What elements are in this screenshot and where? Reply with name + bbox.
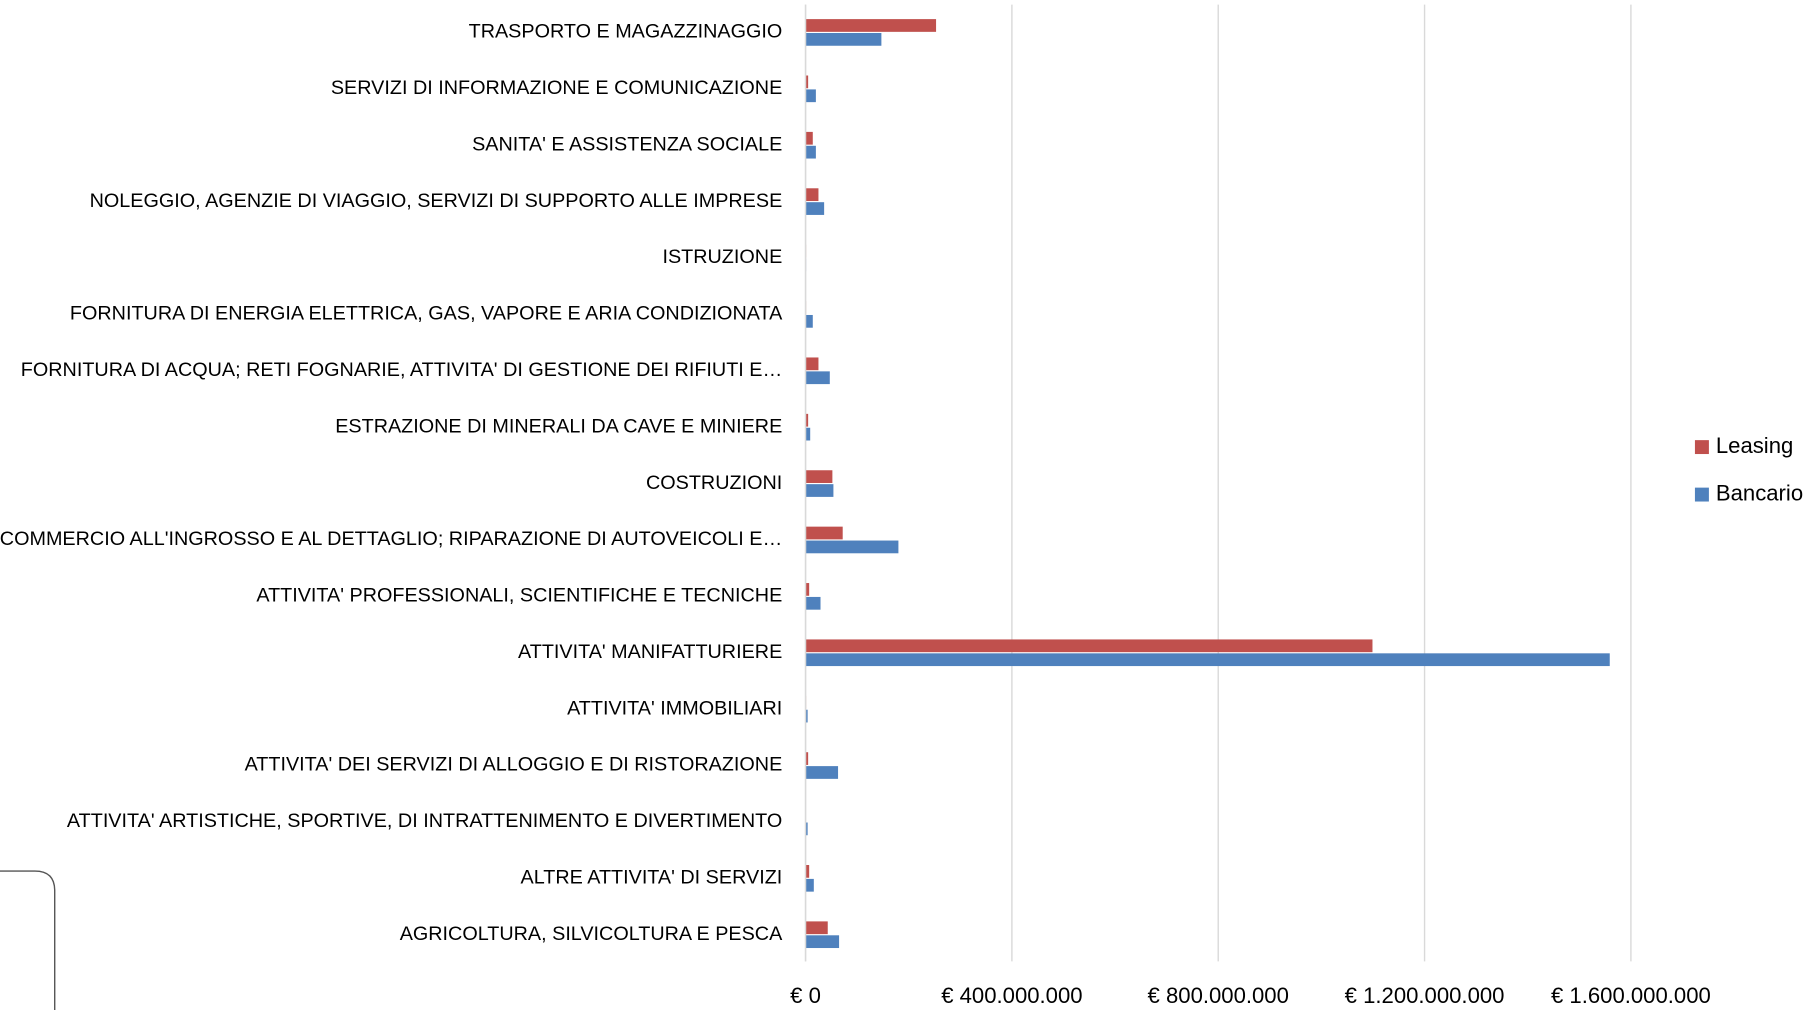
bar — [805, 596, 821, 610]
x-tick-label: € 1.200.000.000 — [1345, 983, 1505, 1008]
bar — [805, 188, 819, 202]
bar — [805, 878, 814, 892]
y-tick-label: ESTRAZIONE DI MINERALI DA CAVE E MINIERE — [335, 415, 782, 437]
bar — [805, 865, 810, 878]
bar — [805, 540, 899, 554]
y-tick-label: ISTRUZIONE — [662, 246, 782, 268]
legend-swatch — [1694, 487, 1709, 502]
x-tick-label: € 800.000.000 — [1148, 983, 1289, 1008]
legend-swatch — [1694, 440, 1709, 455]
x-tick-label: € 0 — [790, 983, 821, 1008]
bar — [805, 131, 813, 145]
y-tick-label: TRASPORTO E MAGAZZINAGGIO — [469, 21, 783, 43]
y-tick-label: AGRICOLTURA, SILVICOLTURA E PESCA — [400, 923, 783, 945]
bar — [805, 470, 833, 483]
y-tick-label: SERVIZI DI INFORMAZIONE E COMUNICAZIONE — [331, 77, 782, 99]
y-tick-label: NOLEGGIO, AGENZIE DI VIAGGIO, SERVIZI DI… — [90, 190, 783, 212]
bar — [805, 89, 816, 103]
bar — [805, 766, 839, 779]
bar — [805, 935, 840, 949]
bar — [805, 19, 937, 32]
bar — [805, 484, 834, 497]
y-tick-label: ALTRE ATTIVITA' DI SERVIZI — [521, 867, 783, 889]
y-tick-label: ATTIVITA' DEI SERVIZI DI ALLOGGIO E DI R… — [245, 754, 783, 776]
bar — [805, 75, 809, 89]
x-tick-label: € 400.000.000 — [941, 983, 1082, 1008]
bar — [805, 145, 816, 159]
bar — [805, 427, 811, 441]
x-tick-label: € 1.600.000.000 — [1551, 983, 1711, 1008]
bar — [805, 413, 809, 427]
y-tick-label: ATTIVITA' MANIFATTURIERE — [518, 641, 782, 663]
legend-label: Bancario — [1716, 480, 1803, 505]
bar — [805, 709, 808, 723]
bar — [805, 921, 828, 935]
bar — [805, 357, 819, 371]
y-tick-label: ATTIVITA' ARTISTICHE, SPORTIVE, DI INTRA… — [67, 810, 782, 832]
y-tick-label: SANITA' E ASSISTENZA SOCIALE — [472, 133, 782, 155]
y-tick-label: COMMERCIO ALL'INGROSSO E AL DETTAGLIO; R… — [0, 528, 782, 550]
bar — [805, 33, 882, 46]
y-tick-label: ATTIVITA' PROFESSIONALI, SCIENTIFICHE E … — [256, 585, 782, 607]
y-tick-label: ATTIVITA' IMMOBILIARI — [567, 697, 782, 719]
y-tick-label: FORNITURA DI ACQUA; RETI FOGNARIE, ATTIV… — [21, 359, 783, 381]
bar — [805, 822, 808, 836]
legend-label: Leasing — [1716, 433, 1793, 458]
y-tick-label: FORNITURA DI ENERGIA ELETTRICA, GAS, VAP… — [70, 303, 783, 325]
bar — [805, 653, 1610, 667]
bar — [805, 752, 809, 765]
bar — [805, 202, 825, 215]
bar — [805, 583, 810, 596]
y-tick-label: COSTRUZIONI — [646, 472, 782, 494]
bar — [805, 371, 830, 385]
bar — [805, 526, 843, 540]
bar — [805, 639, 1373, 653]
bar — [805, 314, 813, 328]
frame-corner — [0, 870, 56, 1010]
